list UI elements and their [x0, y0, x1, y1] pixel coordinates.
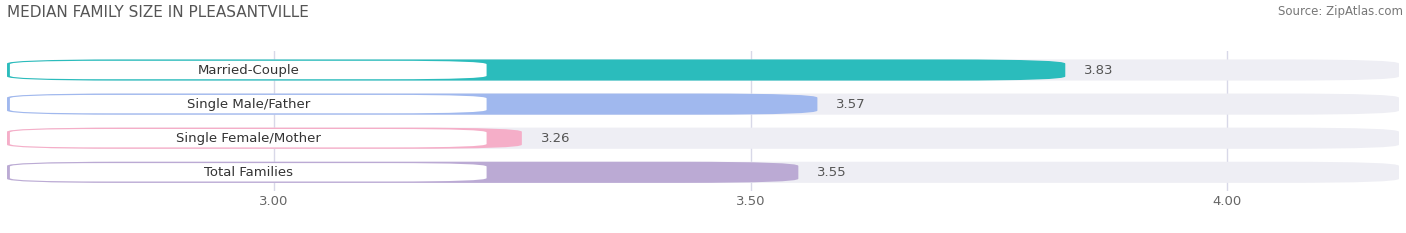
Text: MEDIAN FAMILY SIZE IN PLEASANTVILLE: MEDIAN FAMILY SIZE IN PLEASANTVILLE — [7, 5, 309, 20]
FancyBboxPatch shape — [7, 59, 1399, 81]
Text: Source: ZipAtlas.com: Source: ZipAtlas.com — [1278, 5, 1403, 18]
Text: Total Families: Total Families — [204, 166, 292, 179]
FancyBboxPatch shape — [10, 61, 486, 79]
Text: 3.57: 3.57 — [837, 98, 866, 111]
FancyBboxPatch shape — [10, 95, 486, 113]
FancyBboxPatch shape — [7, 93, 817, 115]
FancyBboxPatch shape — [7, 128, 522, 149]
FancyBboxPatch shape — [7, 59, 1066, 81]
Text: 3.83: 3.83 — [1084, 64, 1114, 76]
Text: 3.26: 3.26 — [541, 132, 571, 145]
FancyBboxPatch shape — [10, 163, 486, 182]
Text: Single Male/Father: Single Male/Father — [187, 98, 309, 111]
FancyBboxPatch shape — [7, 128, 1399, 149]
Text: Married-Couple: Married-Couple — [197, 64, 299, 76]
FancyBboxPatch shape — [7, 162, 1399, 183]
Text: 3.55: 3.55 — [817, 166, 846, 179]
FancyBboxPatch shape — [10, 129, 486, 147]
FancyBboxPatch shape — [7, 162, 799, 183]
Text: Single Female/Mother: Single Female/Mother — [176, 132, 321, 145]
FancyBboxPatch shape — [7, 93, 1399, 115]
